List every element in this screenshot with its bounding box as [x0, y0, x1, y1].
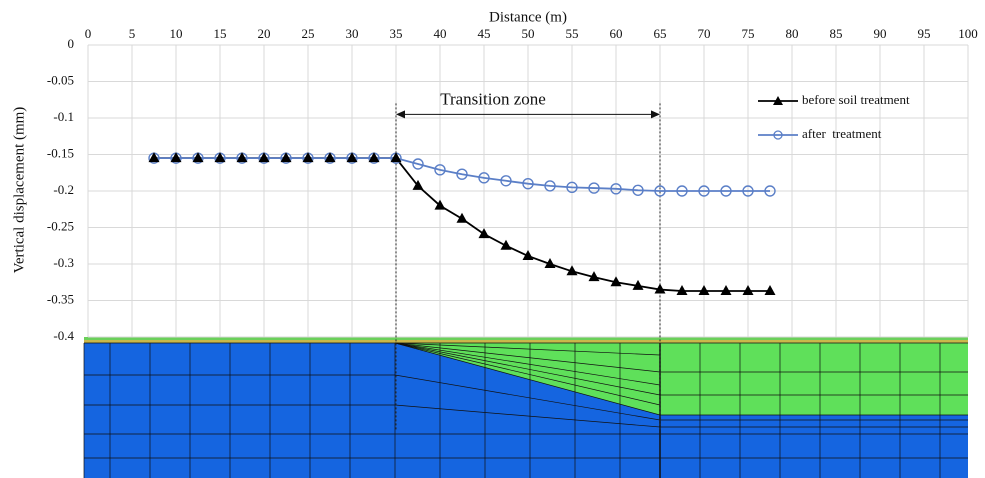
- x-axis-title: Distance (m): [489, 9, 567, 25]
- x-tick-label: 35: [390, 26, 403, 41]
- marker: [544, 258, 556, 268]
- x-tick-label: 95: [918, 26, 931, 41]
- legend-marker: [773, 96, 783, 105]
- marker: [258, 152, 270, 163]
- marker: [764, 185, 776, 197]
- x-tick-label: 100: [958, 26, 978, 41]
- y-tick-label: -0.15: [47, 145, 74, 160]
- marker: [324, 152, 336, 163]
- x-tick-label: 70: [698, 26, 711, 41]
- marker: [632, 279, 644, 290]
- marker: [236, 152, 248, 163]
- y-tick-label: 0: [68, 36, 75, 51]
- annotation-text: Transition zone: [440, 89, 546, 108]
- x-tick-label: 65: [654, 26, 667, 41]
- y-tick-label: -0.4: [53, 328, 74, 343]
- x-tick-label: 5: [129, 26, 136, 41]
- marker: [170, 152, 182, 163]
- marker: [654, 185, 666, 197]
- marker: [720, 185, 732, 197]
- marker: [148, 152, 160, 163]
- series-line: [154, 157, 770, 192]
- marker: [434, 199, 446, 210]
- marker: [478, 172, 490, 184]
- x-tick-label: 50: [522, 26, 535, 41]
- marker: [588, 182, 600, 194]
- marker: [522, 177, 534, 190]
- y-tick-label: -0.35: [47, 291, 74, 306]
- y-axis-title: Vertical displacement (mm): [11, 107, 27, 274]
- mesh-diagram: [83, 337, 968, 478]
- arrow-head: [396, 110, 405, 119]
- x-tick-label: 0: [85, 26, 92, 41]
- marker: [698, 285, 710, 296]
- x-tick-label: 90: [874, 26, 887, 41]
- marker: [412, 158, 424, 170]
- series-line: [154, 157, 770, 292]
- marker: [434, 164, 446, 176]
- marker: [764, 285, 776, 296]
- x-tick-label: 30: [346, 26, 359, 41]
- legend-marker: [773, 130, 783, 140]
- marker: [610, 183, 622, 195]
- arrow-head: [651, 110, 660, 119]
- x-tick-label: 10: [170, 26, 183, 41]
- y-tick-label: -0.05: [47, 72, 74, 87]
- y-tick-label: -0.25: [47, 218, 74, 233]
- y-tick-label: -0.3: [53, 255, 74, 270]
- x-tick-label: 55: [566, 26, 579, 41]
- marker: [346, 152, 358, 163]
- x-tick-label: 60: [610, 26, 623, 41]
- x-tick-label: 45: [478, 26, 491, 41]
- marker: [214, 152, 226, 163]
- marker: [192, 152, 204, 163]
- marker: [412, 179, 424, 190]
- marker: [280, 152, 292, 163]
- marker: [500, 239, 512, 250]
- marker: [742, 185, 754, 197]
- marker: [500, 175, 512, 187]
- x-tick-label: 75: [742, 26, 755, 41]
- x-tick-label: 40: [434, 26, 447, 41]
- y-tick-label: -0.1: [53, 109, 74, 124]
- marker: [588, 271, 600, 282]
- marker: [522, 249, 534, 260]
- marker: [654, 283, 666, 294]
- marker: [676, 285, 688, 296]
- marker: [544, 180, 556, 192]
- marker: [566, 265, 578, 276]
- marker: [456, 168, 468, 180]
- x-tick-label: 25: [302, 26, 315, 41]
- marker: [742, 285, 754, 296]
- marker: [456, 212, 468, 223]
- x-tick-label: 80: [786, 26, 799, 41]
- x-tick-label: 85: [830, 26, 843, 41]
- marker: [632, 184, 644, 196]
- marker: [368, 152, 380, 163]
- marker: [566, 181, 578, 194]
- legend-label: after treatment: [802, 126, 882, 141]
- marker: [390, 152, 402, 163]
- marker: [698, 185, 710, 197]
- marker: [720, 285, 732, 296]
- y-tick-label: -0.2: [53, 182, 74, 197]
- x-tick-label: 20: [258, 26, 271, 41]
- x-tick-label: 15: [214, 26, 227, 41]
- marker: [676, 185, 688, 197]
- marker: [610, 276, 622, 287]
- marker: [302, 152, 314, 163]
- legend-label: before soil treatment: [802, 92, 910, 107]
- marker: [478, 228, 490, 239]
